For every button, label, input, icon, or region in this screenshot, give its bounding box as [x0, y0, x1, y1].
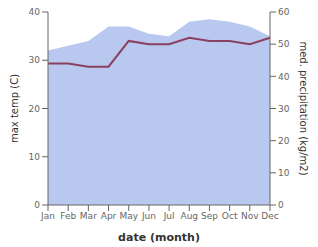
svg-text:60: 60 [278, 7, 290, 17]
svg-text:Jun: Jun [141, 211, 156, 221]
svg-text:May: May [119, 211, 138, 221]
svg-text:20: 20 [29, 104, 41, 114]
svg-text:30: 30 [29, 55, 41, 65]
svg-text:50: 50 [278, 39, 290, 49]
svg-text:Jul: Jul [163, 211, 175, 221]
svg-text:max temp (C): max temp (C) [9, 74, 20, 143]
svg-text:30: 30 [278, 104, 290, 114]
svg-text:Sep: Sep [201, 211, 218, 221]
svg-text:20: 20 [278, 136, 290, 146]
svg-text:med. precipitation (kg/m2): med. precipitation (kg/m2) [298, 41, 309, 175]
svg-text:0: 0 [278, 200, 284, 210]
svg-text:Mar: Mar [80, 211, 97, 221]
svg-text:Aug: Aug [180, 211, 198, 221]
svg-text:40: 40 [29, 7, 41, 17]
svg-text:date (month): date (month) [118, 231, 200, 244]
svg-text:Feb: Feb [60, 211, 76, 221]
svg-text:0: 0 [34, 200, 40, 210]
svg-text:10: 10 [29, 152, 41, 162]
svg-text:Nov: Nov [241, 211, 259, 221]
svg-text:Oct: Oct [222, 211, 238, 221]
svg-text:10: 10 [278, 168, 290, 178]
svg-text:Apr: Apr [101, 211, 117, 221]
svg-text:Jan: Jan [40, 211, 55, 221]
svg-text:Dec: Dec [261, 211, 278, 221]
svg-text:40: 40 [278, 72, 290, 82]
